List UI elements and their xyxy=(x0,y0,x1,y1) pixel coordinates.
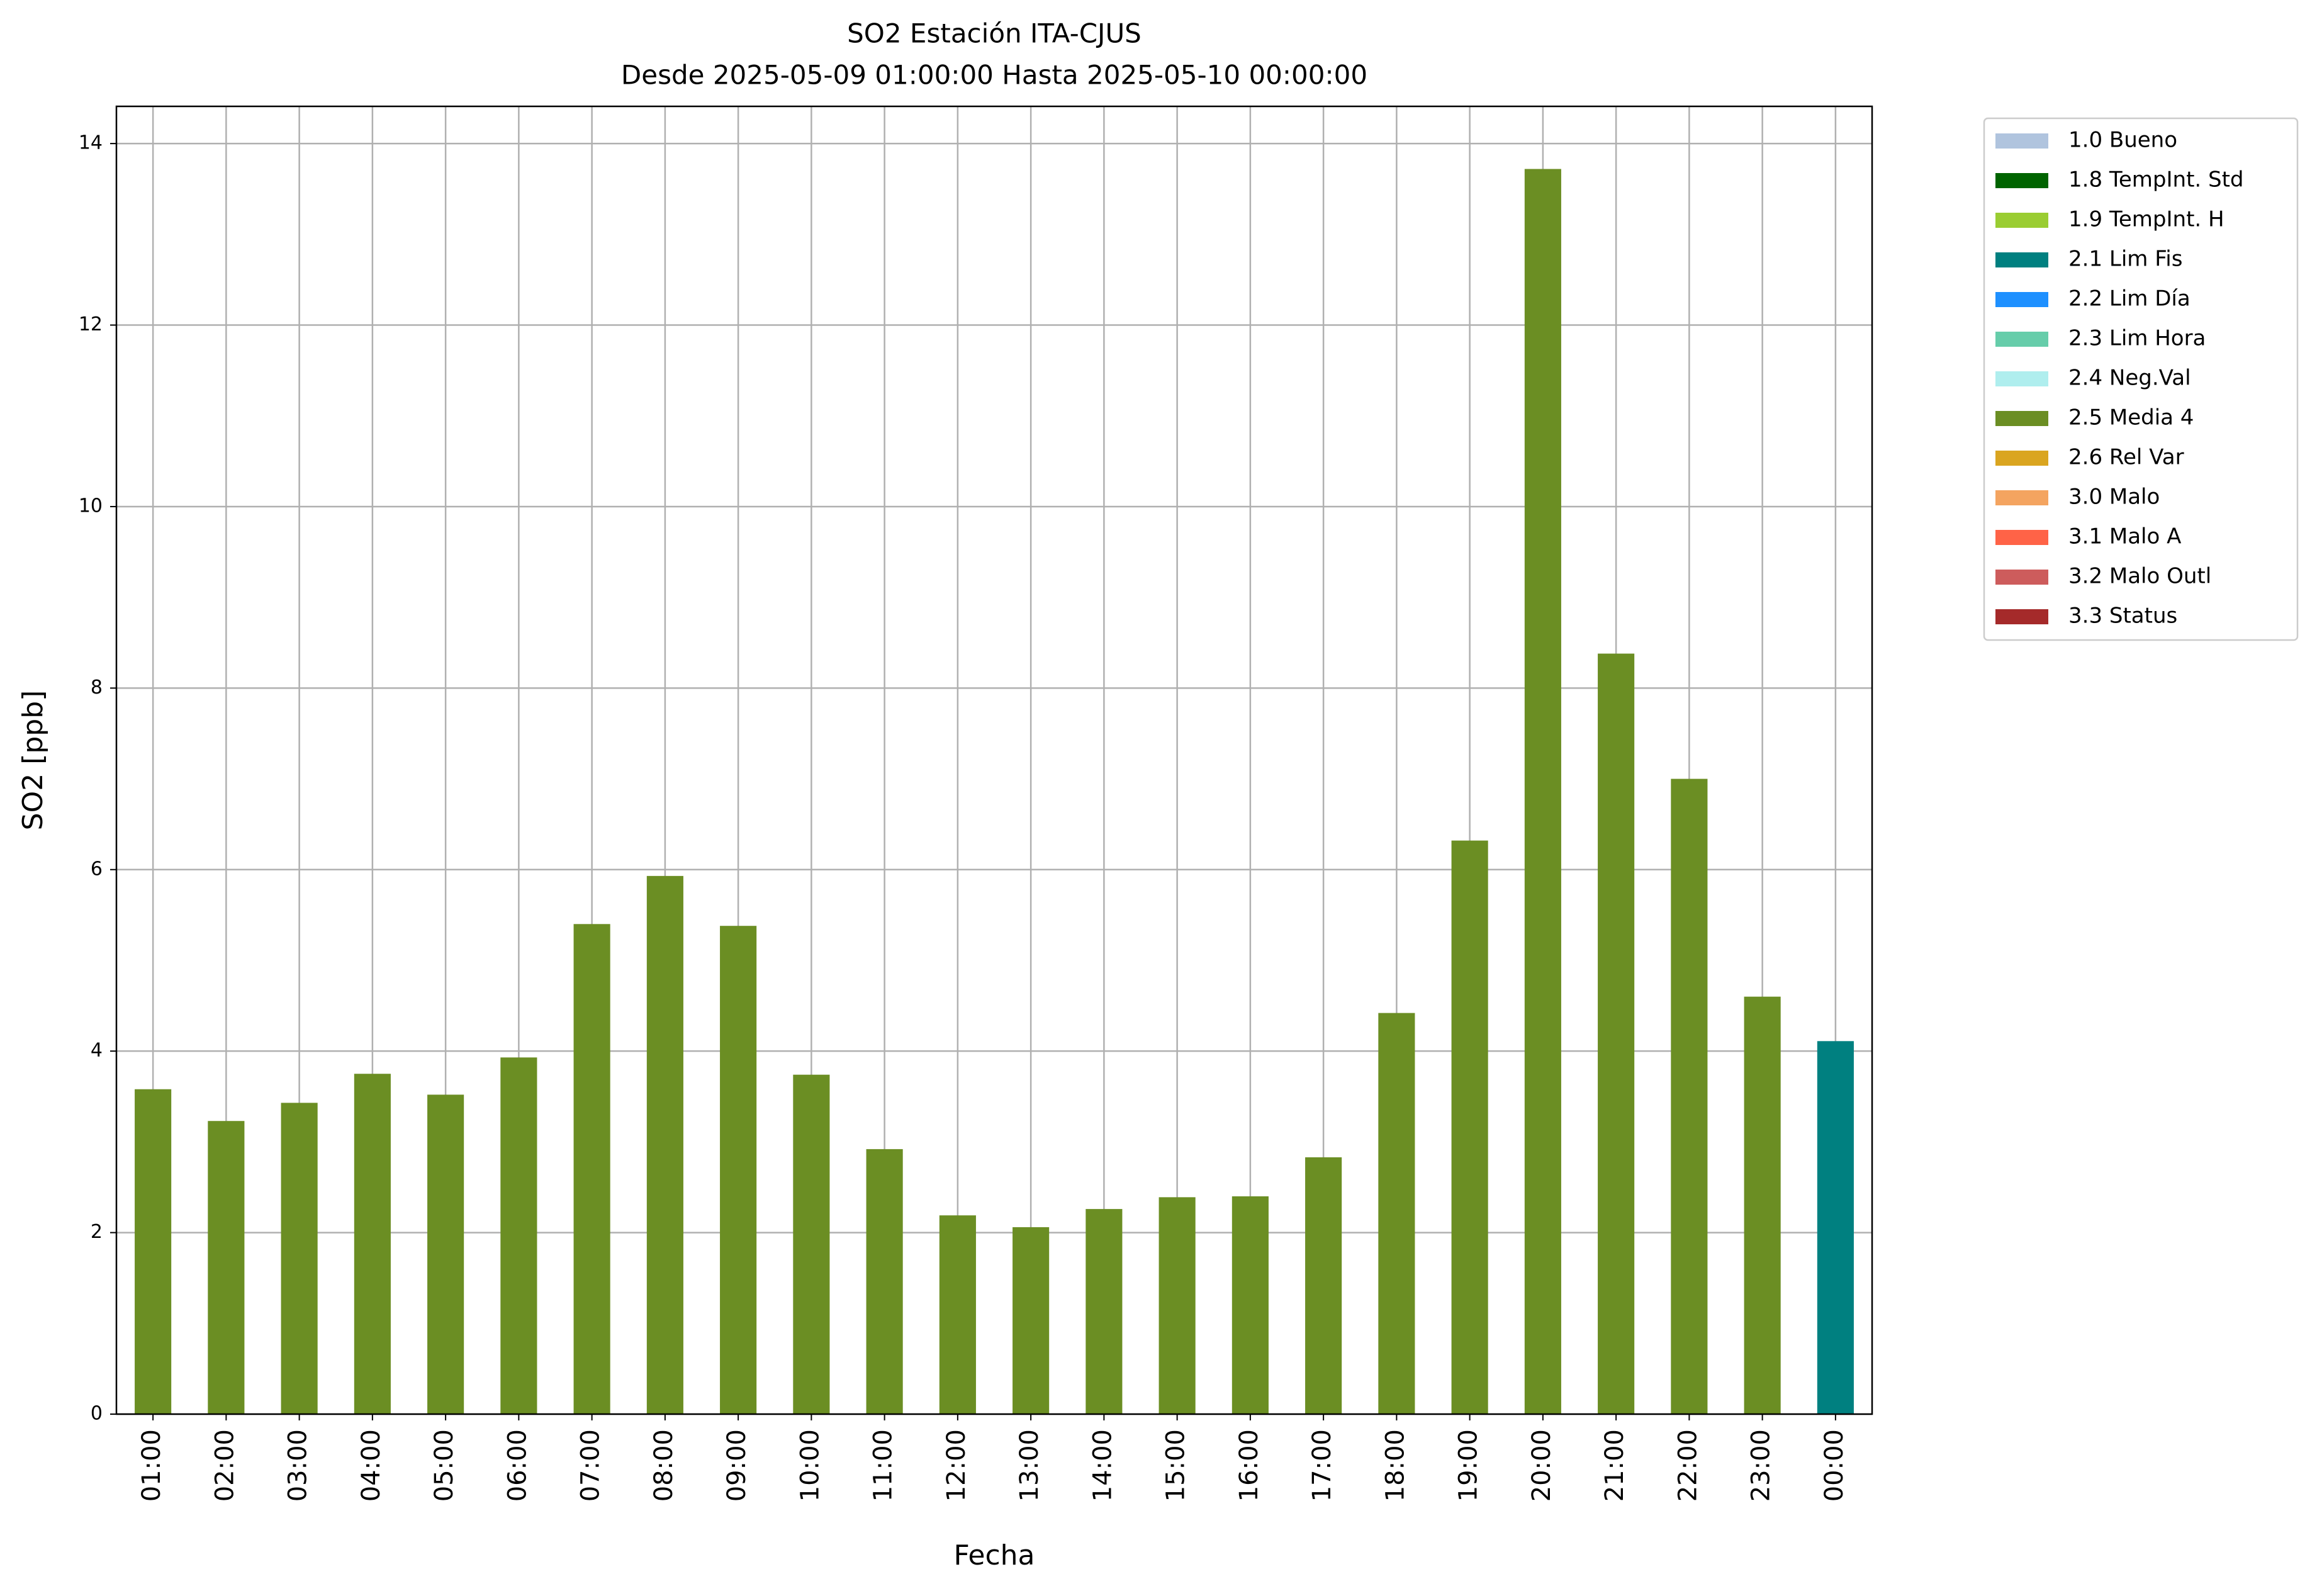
x-tick-label: 20:00 xyxy=(1527,1429,1556,1502)
x-tick-label: 19:00 xyxy=(1454,1429,1483,1502)
x-tick-label: 01:00 xyxy=(137,1429,166,1502)
bar xyxy=(1086,1209,1123,1414)
bar xyxy=(135,1089,172,1414)
x-tick-label: 06:00 xyxy=(503,1429,532,1502)
y-tick-label: 2 xyxy=(91,1221,103,1243)
x-tick-label: 21:00 xyxy=(1600,1429,1629,1502)
bar xyxy=(500,1057,537,1414)
legend-swatch xyxy=(1995,173,2048,188)
legend-label: 2.1 Lim Fis xyxy=(2068,247,2182,272)
legend-label: 2.3 Lim Hora xyxy=(2068,326,2206,351)
legend-swatch xyxy=(1995,609,2048,624)
bar xyxy=(1158,1197,1196,1414)
x-tick-label: 09:00 xyxy=(722,1429,751,1502)
bar xyxy=(1013,1227,1050,1414)
legend-box xyxy=(1983,117,2299,641)
x-tick-label: 22:00 xyxy=(1673,1429,1702,1502)
y-tick-label: 6 xyxy=(91,858,103,880)
legend-swatch xyxy=(1995,570,2048,585)
bar xyxy=(720,926,757,1414)
bar xyxy=(1817,1041,1854,1414)
legend-swatch xyxy=(1995,371,2048,386)
x-tick-label: 12:00 xyxy=(942,1429,971,1502)
x-tick-label: 14:00 xyxy=(1088,1429,1117,1502)
x-tick-label: 05:00 xyxy=(430,1429,459,1502)
x-tick-label: 13:00 xyxy=(1015,1429,1044,1502)
y-tick-label: 14 xyxy=(79,132,103,154)
bar xyxy=(281,1103,318,1414)
bar xyxy=(1524,169,1561,1415)
chart-subtitle: Desde 2025-05-09 01:00:00 Hasta 2025-05-… xyxy=(621,60,1367,91)
legend-label: 1.8 TempInt. Std xyxy=(2068,167,2244,193)
bar xyxy=(646,875,683,1414)
bar xyxy=(1451,840,1488,1414)
bar xyxy=(866,1149,903,1414)
chart-title: SO2 Estación ITA-CJUS xyxy=(847,18,1142,49)
bar xyxy=(427,1094,464,1414)
y-tick-label: 10 xyxy=(79,495,103,517)
bar xyxy=(1744,996,1781,1414)
bar xyxy=(1231,1196,1269,1414)
bar xyxy=(1305,1157,1342,1414)
legend-label: 1.9 TempInt. H xyxy=(2068,207,2224,232)
y-tick-label: 0 xyxy=(91,1403,103,1425)
legend-label: 3.0 Malo xyxy=(2068,485,2160,510)
legend-label: 2.4 Neg.Val xyxy=(2068,366,2191,391)
y-tick-label: 8 xyxy=(91,677,103,699)
bar xyxy=(354,1074,391,1414)
legend-label: 3.1 Malo A xyxy=(2068,524,2181,549)
legend-swatch xyxy=(1995,530,2048,545)
x-tick-label: 02:00 xyxy=(210,1429,239,1502)
legend-label: 3.3 Status xyxy=(2068,604,2177,629)
y-tick-label: 4 xyxy=(91,1040,103,1062)
x-tick-label: 17:00 xyxy=(1308,1429,1337,1502)
x-tick-label: 00:00 xyxy=(1820,1429,1849,1502)
bar xyxy=(793,1074,830,1414)
x-tick-label: 08:00 xyxy=(649,1429,678,1502)
x-tick-label: 11:00 xyxy=(869,1429,898,1502)
legend-label: 2.2 Lim Día xyxy=(2068,286,2191,312)
bar xyxy=(1598,653,1635,1414)
bar xyxy=(208,1121,245,1414)
x-tick-label: 15:00 xyxy=(1162,1429,1191,1502)
legend-swatch xyxy=(1995,133,2048,149)
x-tick-label: 23:00 xyxy=(1747,1429,1776,1502)
legend-swatch xyxy=(1995,451,2048,466)
legend-label: 2.5 Media 4 xyxy=(2068,405,2194,430)
legend-swatch xyxy=(1995,490,2048,505)
x-tick-label: 03:00 xyxy=(284,1429,313,1502)
bar xyxy=(1671,778,1708,1414)
x-tick-label: 07:00 xyxy=(576,1429,605,1502)
x-tick-label: 16:00 xyxy=(1235,1429,1264,1502)
bar xyxy=(939,1215,976,1414)
y-tick-label: 12 xyxy=(79,313,103,335)
x-tick-label: 04:00 xyxy=(357,1429,386,1502)
bar xyxy=(1378,1013,1415,1414)
bar xyxy=(573,924,610,1414)
legend-swatch xyxy=(1995,411,2048,426)
legend-label: 2.6 Rel Var xyxy=(2068,445,2184,470)
legend-swatch xyxy=(1995,213,2048,228)
legend-swatch xyxy=(1995,332,2048,347)
x-tick-label: 10:00 xyxy=(795,1429,824,1502)
legend-label: 3.2 Malo Outl xyxy=(2068,564,2211,589)
x-tick-label: 18:00 xyxy=(1381,1429,1410,1502)
y-axis-label: SO2 [ppb] xyxy=(17,690,49,831)
x-axis-label: Fecha xyxy=(953,1539,1035,1571)
plot-frame xyxy=(115,105,1873,1415)
legend-swatch xyxy=(1995,252,2048,267)
legend-swatch xyxy=(1995,292,2048,307)
legend-label: 1.0 Bueno xyxy=(2068,128,2177,153)
